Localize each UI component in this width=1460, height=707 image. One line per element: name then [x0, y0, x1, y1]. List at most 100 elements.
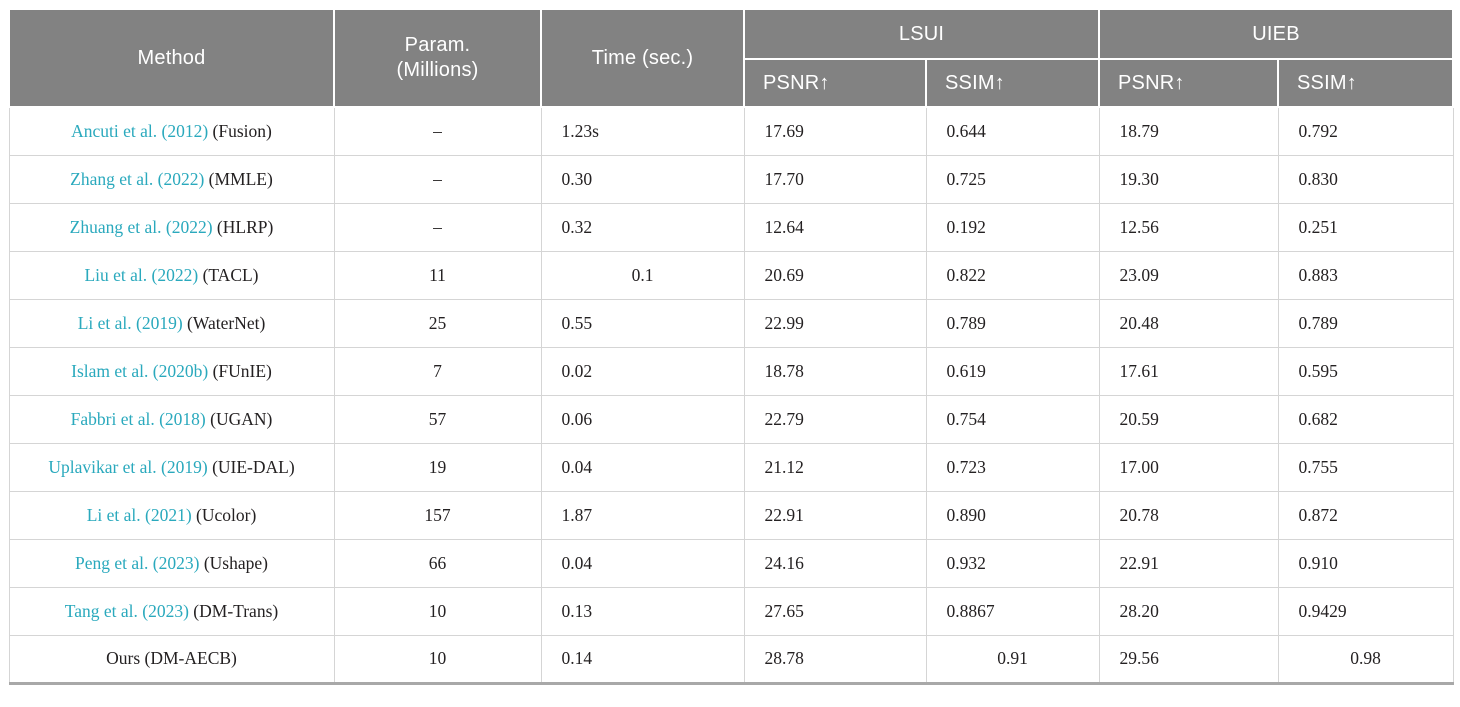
- method-model-label: (UIE-DAL): [207, 456, 295, 477]
- time-cell: 0.06: [540, 394, 745, 444]
- time-cell: 0.32: [540, 202, 745, 252]
- table-row: Islam et al. (2020b) (FUnIE) 7 0.02 18.7…: [8, 346, 1454, 396]
- table-row: Li et al. (2021) (Ucolor) 157 1.87 22.91…: [8, 490, 1454, 540]
- method-model-label: (WaterNet): [182, 312, 266, 333]
- lsui-ssim-cell: 0.723: [925, 442, 1100, 492]
- method-cell: Li et al. (2019) (WaterNet): [8, 298, 335, 348]
- lsui-ssim-cell: 0.91: [925, 634, 1100, 685]
- lsui-ssim-cell: 0.932: [925, 538, 1100, 588]
- citation-link[interactable]: Islam et al. (2020b): [71, 360, 209, 381]
- citation-link[interactable]: Li et al. (2019): [77, 312, 183, 333]
- time-cell: 1.23s: [540, 106, 745, 156]
- uieb-ssim-cell: 0.872: [1277, 490, 1454, 540]
- uieb-psnr-cell: 19.30: [1098, 154, 1279, 204]
- lsui-psnr-cell: 21.12: [743, 442, 927, 492]
- table-row: Tang et al. (2023) (DM-Trans) 10 0.13 27…: [8, 586, 1454, 636]
- col-header-param: Param. (Millions): [333, 8, 542, 108]
- lsui-psnr-cell: 22.91: [743, 490, 927, 540]
- time-cell: 0.55: [540, 298, 745, 348]
- method-cell: Zhang et al. (2022) (MMLE): [8, 154, 335, 204]
- lsui-ssim-cell: 0.644: [925, 106, 1100, 156]
- uieb-ssim-cell: 0.789: [1277, 298, 1454, 348]
- citation-link[interactable]: Uplavikar et al. (2019): [48, 456, 208, 477]
- method-cell: Liu et al. (2022) (TACL): [8, 250, 335, 300]
- group-header-uieb: UIEB: [1098, 8, 1455, 60]
- time-cell: 1.87: [540, 490, 745, 540]
- time-cell: 0.30: [540, 154, 745, 204]
- table-row: Ours (DM-AECB) 10 0.14 28.78 0.91 29.56 …: [8, 634, 1454, 685]
- uieb-psnr-cell: 23.09: [1098, 250, 1279, 300]
- method-cell: Zhuang et al. (2022) (HLRP): [8, 202, 335, 252]
- lsui-ssim-cell: 0.619: [925, 346, 1100, 396]
- lsui-psnr-cell: 22.79: [743, 394, 927, 444]
- table-row: Zhuang et al. (2022) (HLRP) – 0.32 12.64…: [8, 202, 1454, 252]
- uieb-psnr-cell: 17.00: [1098, 442, 1279, 492]
- lsui-psnr-cell: 28.78: [743, 634, 927, 685]
- time-cell: 0.02: [540, 346, 745, 396]
- col-header-time: Time (sec.): [540, 8, 745, 108]
- lsui-psnr-cell: 27.65: [743, 586, 927, 636]
- param-cell: 19: [333, 442, 542, 492]
- param-cell: –: [333, 106, 542, 156]
- param-cell: 10: [333, 634, 542, 685]
- citation-link[interactable]: Li et al. (2021): [86, 504, 192, 525]
- param-label-line1: Param.: [404, 34, 471, 56]
- method-cell: Tang et al. (2023) (DM-Trans): [8, 586, 335, 636]
- method-model-label: (DM-Trans): [188, 600, 279, 621]
- lsui-ssim-cell: 0.754: [925, 394, 1100, 444]
- uieb-ssim-cell: 0.755: [1277, 442, 1454, 492]
- col-header-lsui-ssim: SSIM↑: [924, 58, 1101, 108]
- lsui-ssim-cell: 0.822: [925, 250, 1100, 300]
- time-cell: 0.04: [540, 538, 745, 588]
- results-table: Method Param. (Millions) Time (sec.) LSU…: [8, 8, 1455, 685]
- lsui-ssim-cell: 0.725: [925, 154, 1100, 204]
- param-cell: 11: [333, 250, 542, 300]
- method-model-label: (UGAN): [205, 408, 273, 429]
- lsui-psnr-cell: 17.70: [743, 154, 927, 204]
- method-model-label: (FUnIE): [208, 360, 272, 381]
- uieb-ssim-cell: 0.682: [1277, 394, 1454, 444]
- time-cell: 0.04: [540, 442, 745, 492]
- citation-link[interactable]: Ancuti et al. (2012): [71, 120, 209, 141]
- uieb-psnr-cell: 12.56: [1098, 202, 1279, 252]
- lsui-psnr-cell: 12.64: [743, 202, 927, 252]
- table-header: Method Param. (Millions) Time (sec.) LSU…: [8, 8, 1455, 108]
- table-row: Fabbri et al. (2018) (UGAN) 57 0.06 22.7…: [8, 394, 1454, 444]
- method-cell: Ancuti et al. (2012) (Fusion): [8, 106, 335, 156]
- param-cell: 10: [333, 586, 542, 636]
- lsui-ssim-cell: 0.192: [925, 202, 1100, 252]
- citation-link[interactable]: Peng et al. (2023): [75, 552, 200, 573]
- table-row: Peng et al. (2023) (Ushape) 66 0.04 24.1…: [8, 538, 1454, 588]
- header-group-row: Method Param. (Millions) Time (sec.) LSU…: [8, 8, 1455, 108]
- param-label-line2: (Millions): [396, 59, 479, 81]
- time-cell: 0.13: [540, 586, 745, 636]
- uieb-ssim-cell: 0.883: [1277, 250, 1454, 300]
- method-cell: Ours (DM-AECB): [8, 634, 335, 685]
- method-model-label: (Ucolor): [191, 504, 257, 525]
- method-model-label: (HLRP): [212, 216, 274, 237]
- col-header-lsui-psnr: PSNR↑: [743, 58, 927, 108]
- method-model-label: Ours (DM-AECB): [106, 648, 237, 668]
- citation-link[interactable]: Tang et al. (2023): [64, 600, 189, 621]
- time-cell: 0.14: [540, 634, 745, 685]
- method-cell: Islam et al. (2020b) (FUnIE): [8, 346, 335, 396]
- citation-link[interactable]: Liu et al. (2022): [84, 264, 199, 285]
- uieb-ssim-cell: 0.910: [1277, 538, 1454, 588]
- method-cell: Peng et al. (2023) (Ushape): [8, 538, 335, 588]
- param-cell: 7: [333, 346, 542, 396]
- citation-link[interactable]: Zhang et al. (2022): [70, 168, 205, 189]
- method-cell: Fabbri et al. (2018) (UGAN): [8, 394, 335, 444]
- col-header-uieb-ssim: SSIM↑: [1277, 58, 1455, 108]
- group-header-lsui: LSUI: [742, 8, 1101, 60]
- table-row: Uplavikar et al. (2019) (UIE-DAL) 19 0.0…: [8, 442, 1454, 492]
- table-row: Liu et al. (2022) (TACL) 11 0.1 20.69 0.…: [8, 250, 1454, 300]
- uieb-psnr-cell: 20.48: [1098, 298, 1279, 348]
- lsui-psnr-cell: 17.69: [743, 106, 927, 156]
- lsui-psnr-cell: 18.78: [743, 346, 927, 396]
- lsui-ssim-cell: 0.890: [925, 490, 1100, 540]
- table-row: Zhang et al. (2022) (MMLE) – 0.30 17.70 …: [8, 154, 1454, 204]
- citation-link[interactable]: Fabbri et al. (2018): [70, 408, 206, 429]
- uieb-psnr-cell: 18.79: [1098, 106, 1279, 156]
- citation-link[interactable]: Zhuang et al. (2022): [69, 216, 213, 237]
- lsui-ssim-cell: 0.8867: [925, 586, 1100, 636]
